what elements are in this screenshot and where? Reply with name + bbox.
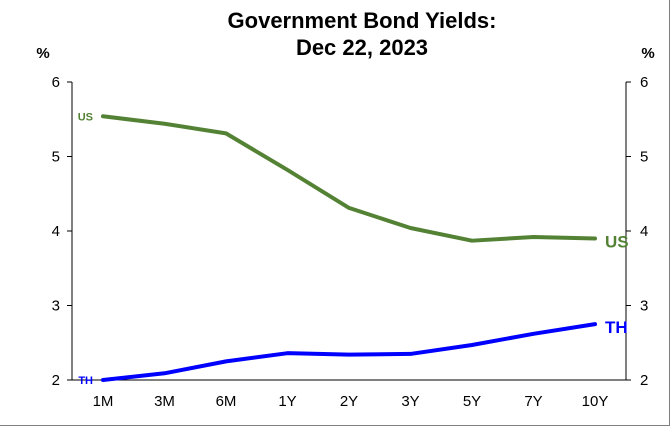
y-tick-label-left: 2 <box>52 372 60 389</box>
x-tick-label: 3M <box>154 393 175 410</box>
series-labels: US US TH TH <box>78 111 629 387</box>
chart-title-line-2: Dec 22, 2023 <box>296 35 428 60</box>
y-tick-label-right: 2 <box>640 372 648 389</box>
series-line-us <box>101 114 597 243</box>
y-tick-label-right: 5 <box>640 149 648 166</box>
x-tick-label: 3Y <box>401 393 419 410</box>
y-tick-label-right: 4 <box>640 223 648 240</box>
y-axis-left-unit: % <box>36 45 49 62</box>
x-tick-label: 7Y <box>524 393 542 410</box>
x-tick-label: 10Y <box>582 393 609 410</box>
series-line-th <box>101 322 597 382</box>
series-label-start-th: TH <box>78 375 93 387</box>
x-tick-label: 1Y <box>278 393 296 410</box>
series-label-end-us: US <box>605 232 629 251</box>
chart-title-line-1: Government Bond Yields: <box>228 8 497 33</box>
series-label-start-us: US <box>78 111 93 123</box>
x-tick-label: 2Y <box>340 393 358 410</box>
y-tick-label-right: 3 <box>640 298 648 315</box>
y-tick-label-left: 4 <box>52 223 60 240</box>
series-lines <box>101 114 597 382</box>
series-label-end-th: TH <box>605 318 628 337</box>
x-tick-label: 1M <box>93 393 114 410</box>
y-tick-label-left: 6 <box>52 74 60 91</box>
x-tick-label: 5Y <box>463 393 481 410</box>
y-axis-right-unit: % <box>641 45 654 62</box>
y-tick-label-left: 5 <box>52 149 60 166</box>
axes: 2 2 3 3 4 4 5 5 6 6 1M 3M 6M 1Y 2Y 3Y 5Y 7Y 10Y <box>52 74 649 410</box>
x-tick-label: 6M <box>216 393 237 410</box>
y-tick-label-right: 6 <box>640 74 648 91</box>
y-tick-label-left: 3 <box>52 298 60 315</box>
